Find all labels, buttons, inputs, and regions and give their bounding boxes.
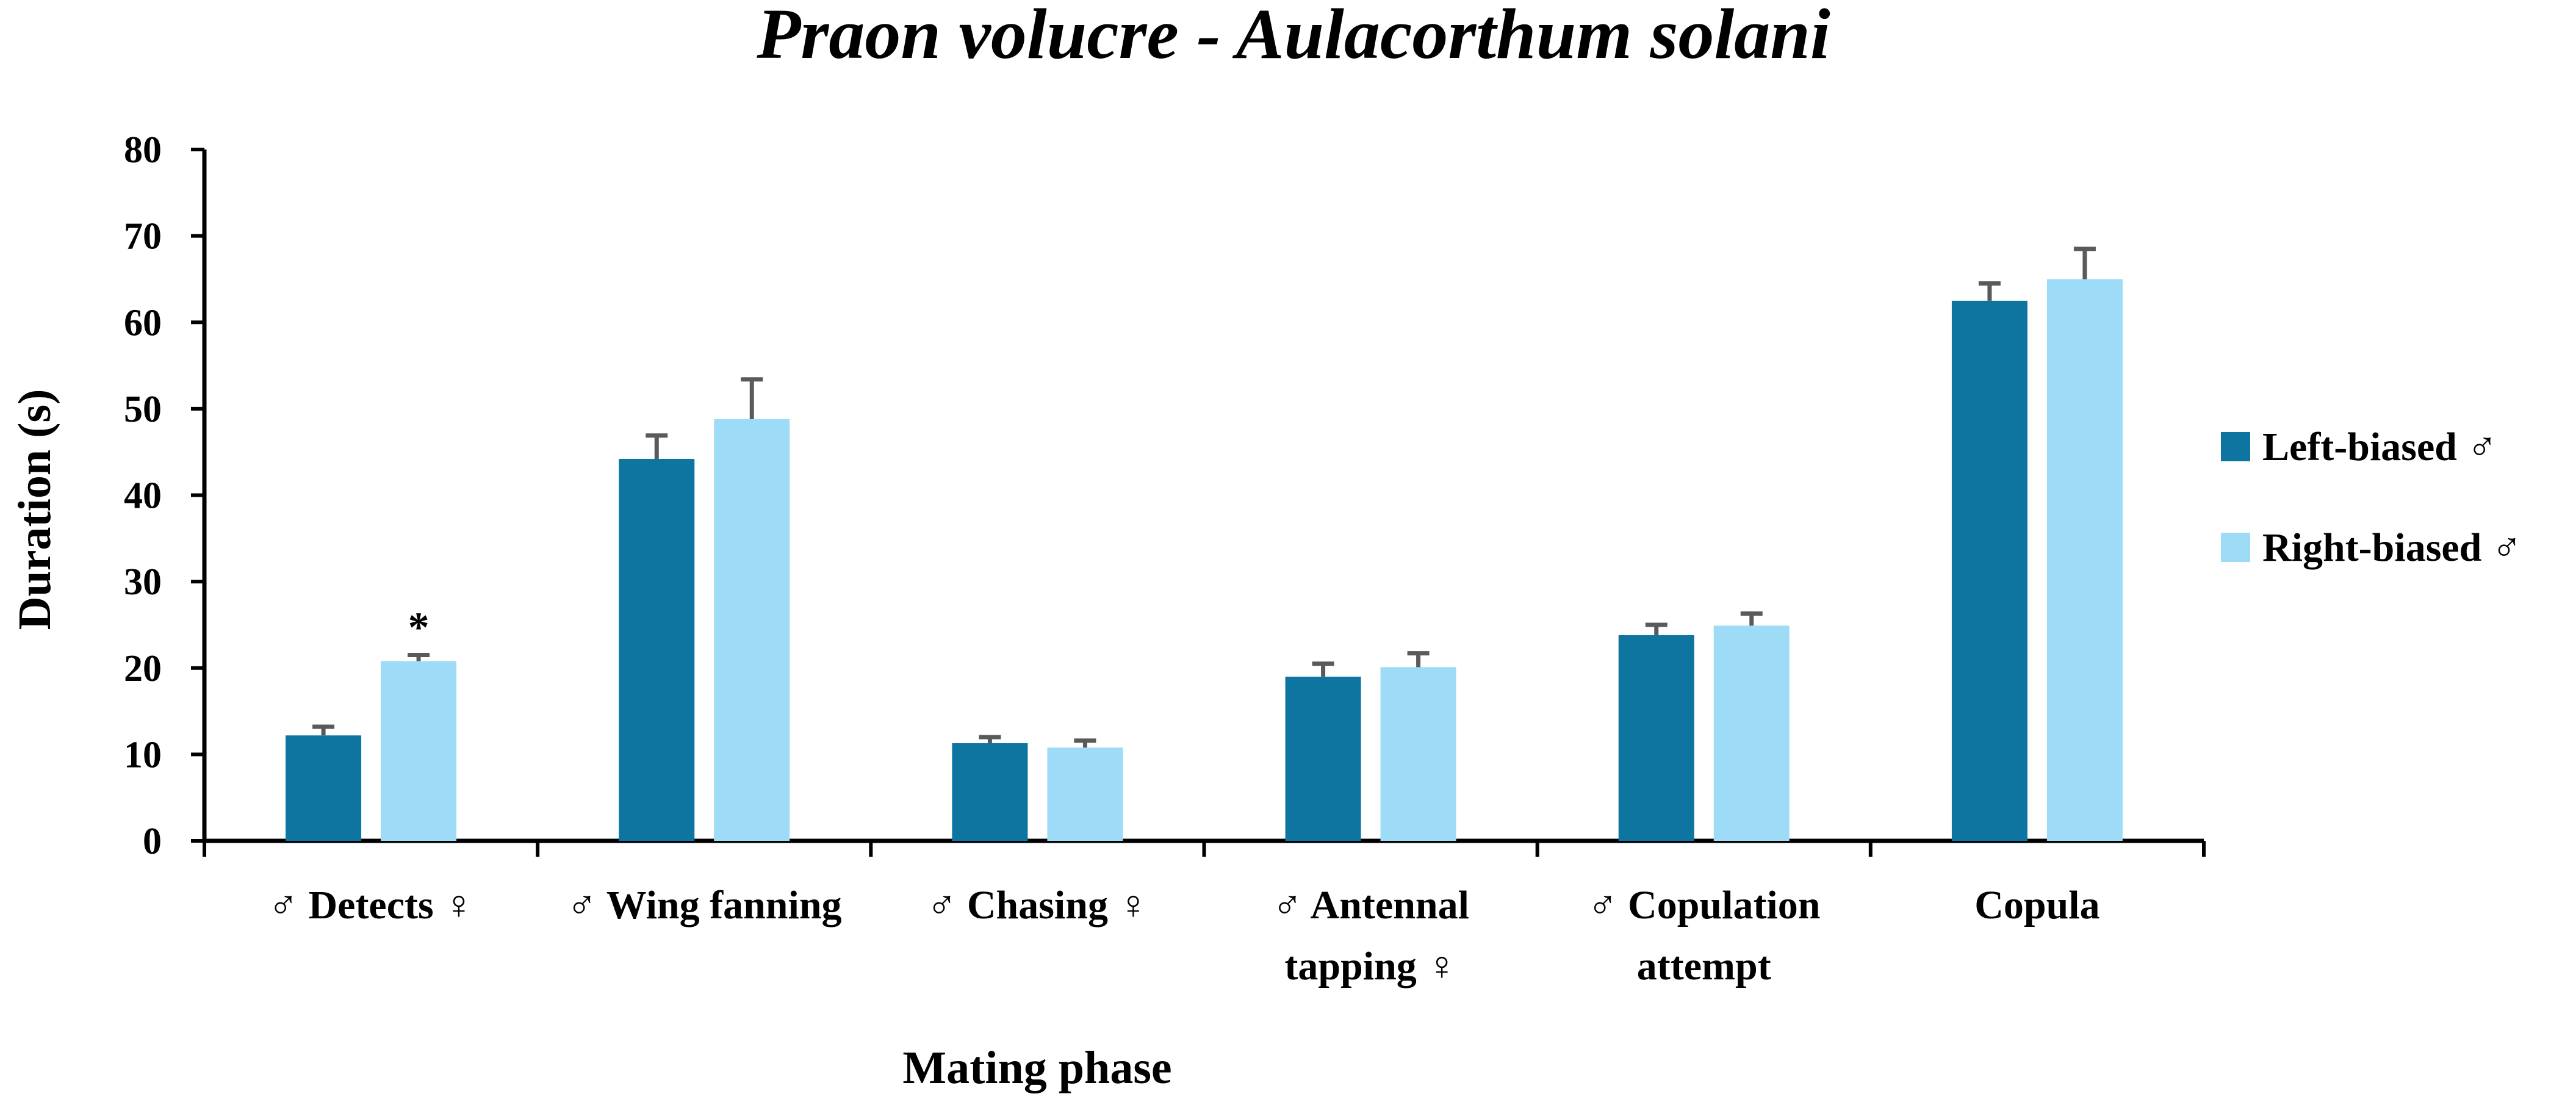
legend-label: Right-biased ♂ — [2262, 525, 2522, 570]
x-axis-label: Mating phase — [902, 1042, 1171, 1093]
chart-title: Praon volucre - Aulacorthum solani — [756, 0, 1830, 74]
bar — [1951, 300, 2027, 841]
x-tick-label: ♂ Chasing ♀ — [927, 883, 1148, 928]
y-tick-label: 0 — [143, 821, 162, 862]
x-tick-label: Copula — [1974, 883, 2099, 928]
bar — [1047, 747, 1123, 841]
bar — [1285, 676, 1361, 841]
y-tick-label: 20 — [124, 648, 162, 690]
bar — [952, 743, 1028, 841]
legend-swatch — [2221, 432, 2250, 461]
legend-label: Left-biased ♂ — [2262, 425, 2497, 469]
x-tick-label: ♂ Wing fanning — [567, 883, 842, 928]
y-tick-label: 80 — [124, 129, 162, 171]
significance-label: * — [408, 605, 430, 652]
y-tick-label: 50 — [124, 389, 162, 430]
bar — [1380, 667, 1456, 841]
y-tick-label: 60 — [124, 302, 162, 344]
legend: Left-biased ♂ Right-biased ♂ — [2221, 425, 2522, 570]
y-tick-label: 70 — [124, 216, 162, 258]
plot-area: 0 10 20 30 40 50 60 70 80 ♂ Detects ♀ ♂ Wing fanni… — [124, 129, 2206, 989]
bar — [714, 419, 790, 841]
x-tick-label: ♂ Copulation attempt — [1588, 883, 1820, 989]
bar — [381, 661, 457, 841]
y-tick-label: 10 — [124, 734, 162, 776]
bar — [619, 459, 695, 841]
legend-swatch — [2221, 533, 2250, 562]
y-tick-label: 30 — [124, 561, 162, 603]
bar — [1713, 625, 1790, 841]
y-tick-label: 40 — [124, 475, 162, 517]
x-tick-label: ♂ Detects ♀ — [268, 883, 473, 928]
bar — [1618, 635, 1694, 841]
y-axis-label: Duration (s) — [9, 389, 60, 630]
bar — [286, 735, 362, 841]
bar — [2046, 279, 2123, 841]
x-tick-label: ♂ Antennal tapping ♀ — [1272, 883, 1469, 989]
